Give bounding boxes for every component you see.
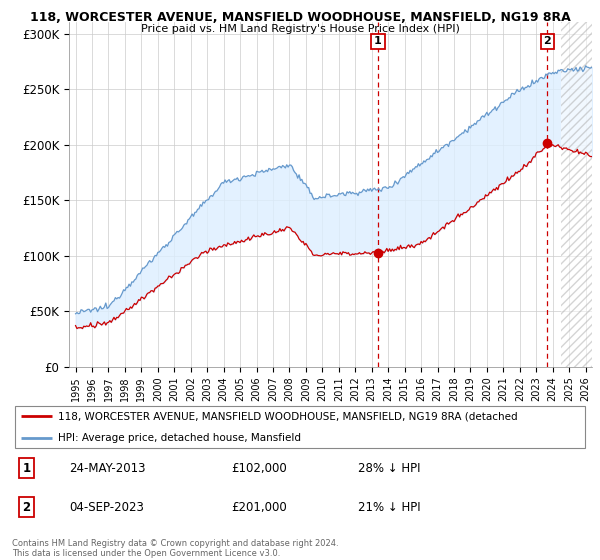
Text: £201,000: £201,000 (231, 501, 287, 514)
Text: 24-MAY-2013: 24-MAY-2013 (70, 461, 146, 474)
Text: 118, WORCESTER AVENUE, MANSFIELD WOODHOUSE, MANSFIELD, NG19 8RA (detached: 118, WORCESTER AVENUE, MANSFIELD WOODHOU… (58, 411, 518, 421)
Text: 21% ↓ HPI: 21% ↓ HPI (358, 501, 420, 514)
Text: 2: 2 (544, 36, 551, 46)
Text: £102,000: £102,000 (231, 461, 287, 474)
Bar (561, 22, 592, 367)
FancyBboxPatch shape (15, 405, 585, 449)
Text: 1: 1 (22, 461, 31, 474)
Text: Contains HM Land Registry data © Crown copyright and database right 2024.
This d: Contains HM Land Registry data © Crown c… (12, 539, 338, 558)
Text: HPI: Average price, detached house, Mansfield: HPI: Average price, detached house, Mans… (58, 433, 301, 443)
Text: 1: 1 (374, 36, 382, 46)
Text: 2: 2 (22, 501, 31, 514)
Text: 28% ↓ HPI: 28% ↓ HPI (358, 461, 420, 474)
Text: Price paid vs. HM Land Registry's House Price Index (HPI): Price paid vs. HM Land Registry's House … (140, 24, 460, 34)
Text: 118, WORCESTER AVENUE, MANSFIELD WOODHOUSE, MANSFIELD, NG19 8RA: 118, WORCESTER AVENUE, MANSFIELD WOODHOU… (29, 11, 571, 24)
Text: 04-SEP-2023: 04-SEP-2023 (70, 501, 145, 514)
